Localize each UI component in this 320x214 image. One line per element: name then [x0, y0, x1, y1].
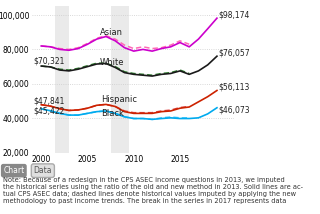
Text: White: White: [100, 58, 124, 67]
Bar: [111, 6, 129, 153]
Text: Hispanic: Hispanic: [101, 95, 137, 104]
Text: $45,422: $45,422: [34, 106, 65, 115]
Text: Chart: Chart: [3, 166, 24, 175]
Bar: [55, 6, 69, 153]
Text: $98,174: $98,174: [219, 11, 250, 20]
Text: Black: Black: [101, 108, 124, 118]
Text: $70,321: $70,321: [34, 57, 65, 66]
Text: Data: Data: [34, 166, 52, 175]
Text: $56,113: $56,113: [219, 83, 250, 92]
Text: $47,841: $47,841: [34, 96, 65, 105]
Text: Asian: Asian: [100, 28, 123, 37]
Text: $46,073: $46,073: [219, 106, 251, 114]
Text: Note: Because of a redesign in the CPS ASEC income questions in 2013, we imputed: Note: Because of a redesign in the CPS A…: [3, 177, 303, 204]
Text: $76,057: $76,057: [219, 49, 251, 58]
